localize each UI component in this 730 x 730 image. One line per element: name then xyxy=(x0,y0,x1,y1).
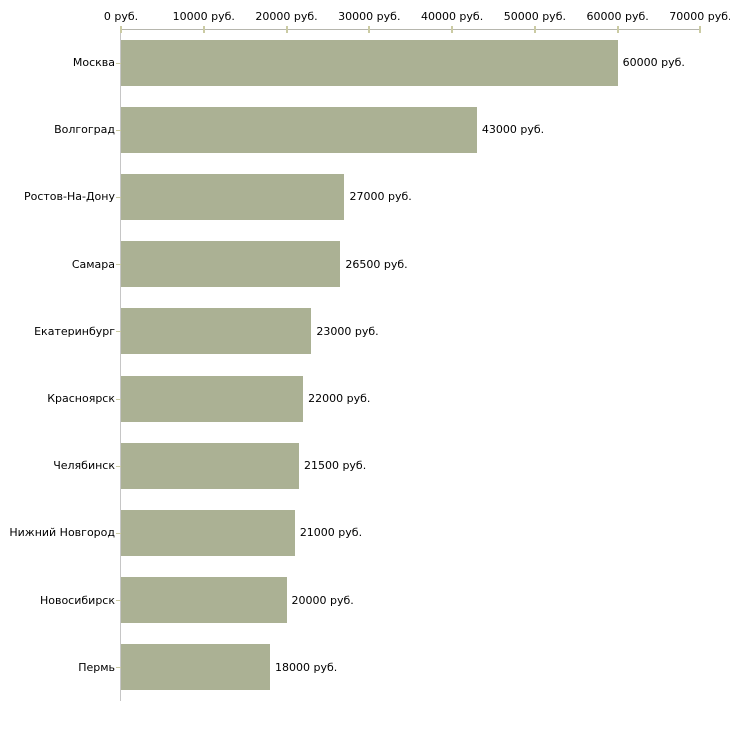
category-label: Пермь xyxy=(78,660,115,674)
value-label: 43000 руб. xyxy=(481,123,545,137)
x-axis-tick-mark xyxy=(699,26,702,33)
category-label: Красноярск xyxy=(47,392,115,406)
x-axis-tick-label: 10000 руб. xyxy=(172,10,235,23)
category-label: Самара xyxy=(71,257,115,271)
x-axis-tick-label: 50000 руб. xyxy=(503,10,566,23)
value-label: 21500 руб. xyxy=(303,459,367,473)
category-label: Ростов-На-Дону xyxy=(23,190,115,204)
category-tick-mark xyxy=(116,129,121,131)
chart-row: Пермь 18000 руб. xyxy=(0,634,730,701)
value-label: 23000 руб. xyxy=(316,324,379,338)
bar xyxy=(121,509,295,556)
value-label: 27000 руб. xyxy=(349,190,412,204)
category-tick-mark xyxy=(116,532,121,534)
category-label: Нижний Новгород xyxy=(9,526,115,540)
category-tick-mark xyxy=(116,196,121,198)
chart-row: Самара 26500 руб. xyxy=(0,231,730,298)
category-tick-mark xyxy=(116,600,121,602)
category-tick-mark xyxy=(116,264,121,266)
category-label: Екатеринбург xyxy=(34,324,115,338)
x-axis-tick-mark xyxy=(285,26,288,33)
x-axis-tick-mark xyxy=(533,26,536,33)
category-label: Челябинск xyxy=(53,459,115,473)
x-axis-tick-mark xyxy=(451,26,454,33)
bar xyxy=(121,173,345,220)
bar xyxy=(121,308,312,355)
bar xyxy=(121,39,618,86)
category-tick-mark xyxy=(116,465,121,467)
value-label: 26500 руб. xyxy=(345,257,408,271)
x-axis-tick-label: 40000 руб. xyxy=(420,10,484,23)
x-axis-tick-label: 70000 руб. xyxy=(669,10,730,23)
category-tick-mark xyxy=(116,398,121,400)
category-tick-mark xyxy=(116,62,121,64)
value-label: 18000 руб. xyxy=(274,660,338,674)
bar xyxy=(121,577,287,624)
chart-row: Ростов-На-Дону 27000 руб. xyxy=(0,163,730,230)
chart-row: Красноярск 22000 руб. xyxy=(0,365,730,432)
x-axis-tick-label: 60000 руб. xyxy=(586,10,649,23)
bar xyxy=(121,106,477,153)
x-axis-tick-mark xyxy=(368,26,371,33)
x-axis-tick-label: 0 руб. xyxy=(103,10,139,23)
bar xyxy=(121,442,299,489)
category-label: Волгоград xyxy=(54,123,115,137)
bar xyxy=(121,644,270,691)
x-axis-tick-mark xyxy=(120,26,122,33)
chart-row: Нижний Новгород 21000 руб. xyxy=(0,499,730,566)
chart-row: Москва 60000 руб. xyxy=(0,29,730,96)
value-label: 60000 руб. xyxy=(622,56,685,70)
bar xyxy=(121,241,341,288)
bar xyxy=(121,375,304,422)
x-axis-tick-label: 20000 руб. xyxy=(255,10,318,23)
category-tick-mark xyxy=(116,331,121,333)
x-axis-line xyxy=(121,29,701,30)
chart-row: Новосибирск 20000 руб. xyxy=(0,567,730,634)
category-label: Новосибирск xyxy=(39,593,115,607)
chart-row: Челябинск 21500 руб. xyxy=(0,432,730,499)
x-axis-tick-label: 30000 руб. xyxy=(338,10,401,23)
value-label: 20000 руб. xyxy=(291,593,354,607)
category-label: Москва xyxy=(72,56,115,70)
chart-row: Екатеринбург 23000 руб. xyxy=(0,298,730,365)
value-label: 21000 руб. xyxy=(299,526,363,540)
x-axis-tick-mark xyxy=(616,26,619,33)
y-axis-line xyxy=(120,29,121,701)
category-tick-mark xyxy=(116,667,121,669)
chart-row: Волгоград 43000 руб. xyxy=(0,96,730,163)
x-axis-tick-mark xyxy=(202,26,205,33)
value-label: 22000 руб. xyxy=(308,392,371,406)
